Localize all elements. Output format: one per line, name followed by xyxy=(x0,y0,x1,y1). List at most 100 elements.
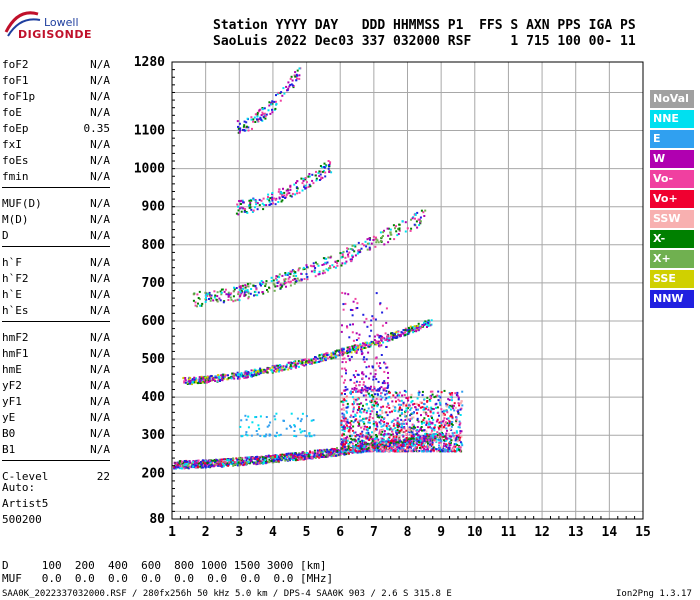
echo-point xyxy=(312,455,315,458)
echo-point xyxy=(360,426,363,429)
echo-point xyxy=(457,436,460,439)
echo-point xyxy=(438,444,440,447)
echo-point xyxy=(352,415,355,418)
echo-point xyxy=(353,451,356,454)
echo-point xyxy=(376,411,378,414)
echo-point xyxy=(250,375,253,378)
echo-point xyxy=(413,327,416,330)
echo-point xyxy=(369,342,371,345)
echo-point xyxy=(430,431,433,434)
echo-point xyxy=(346,326,349,329)
echo-point xyxy=(398,423,401,426)
echo-point xyxy=(372,394,375,397)
x-tick-label: 9 xyxy=(437,525,445,540)
echo-point xyxy=(294,360,297,363)
echo-point xyxy=(363,361,366,363)
echo-point xyxy=(362,381,365,384)
echo-point xyxy=(377,449,380,452)
echo-point xyxy=(353,387,356,389)
echo-point xyxy=(387,432,390,435)
echo-point xyxy=(345,260,348,263)
echo-point xyxy=(457,410,459,413)
echo-point xyxy=(429,410,432,413)
echo-point xyxy=(381,311,384,314)
echo-point xyxy=(380,392,382,395)
echo-point xyxy=(225,374,228,377)
echo-point xyxy=(361,443,364,445)
echo-point xyxy=(314,359,317,362)
echo-point xyxy=(288,457,291,460)
echo-point xyxy=(419,445,422,448)
echo-point xyxy=(357,445,360,447)
echo-point xyxy=(273,364,276,367)
echo-point xyxy=(301,359,304,362)
echo-point xyxy=(433,396,436,399)
echo-point xyxy=(274,368,277,370)
echo-point xyxy=(231,372,234,375)
echo-point xyxy=(352,425,355,428)
echo-point xyxy=(197,297,200,299)
echo-point xyxy=(261,283,264,285)
echo-point xyxy=(405,403,408,406)
echo-point xyxy=(301,182,304,185)
echo-point xyxy=(347,445,350,448)
echo-point xyxy=(302,455,305,457)
param-row: foF1 N/A xyxy=(2,74,110,88)
plot-frame xyxy=(171,61,644,520)
echo-point xyxy=(459,446,462,449)
echo-point xyxy=(411,327,413,330)
echo-point xyxy=(188,380,191,383)
echo-point xyxy=(429,446,431,449)
echo-point xyxy=(248,462,251,465)
echo-point xyxy=(439,450,442,453)
echo-point xyxy=(385,346,388,348)
echo-point xyxy=(189,377,192,380)
echo-point xyxy=(360,411,363,414)
echo-point xyxy=(421,390,424,393)
echo-point xyxy=(189,461,192,464)
param-label: h`F2 xyxy=(2,272,29,285)
echo-point xyxy=(427,319,430,322)
echo-point xyxy=(379,449,382,452)
echo-point xyxy=(256,115,259,118)
echo-point xyxy=(256,433,259,436)
echo-point xyxy=(193,463,196,466)
echo-point xyxy=(295,458,298,461)
echo-point xyxy=(449,393,452,396)
echo-point xyxy=(340,423,343,426)
echo-point xyxy=(402,435,405,438)
echo-point xyxy=(212,299,215,302)
echo-point xyxy=(458,420,461,423)
echo-point xyxy=(427,407,430,409)
echo-point xyxy=(381,420,384,423)
param-value: N/A xyxy=(90,256,110,269)
echo-point xyxy=(343,433,345,436)
echo-point xyxy=(351,396,354,399)
echo-point xyxy=(198,376,201,379)
echo-point xyxy=(342,250,345,253)
echo-point xyxy=(250,369,253,372)
echo-point xyxy=(383,449,386,451)
echo-point xyxy=(363,428,366,431)
echo-point xyxy=(341,452,344,455)
echo-point xyxy=(304,177,307,180)
echo-point xyxy=(305,456,308,459)
echo-point xyxy=(362,373,365,376)
echo-point xyxy=(354,254,357,257)
echo-point xyxy=(257,110,260,113)
echo-point xyxy=(423,323,426,326)
echo-point xyxy=(432,418,435,421)
echo-point xyxy=(380,432,383,435)
echo-point xyxy=(243,377,246,379)
echo-point xyxy=(376,447,379,449)
echo-point xyxy=(195,466,197,469)
echo-point xyxy=(214,376,217,379)
echo-point xyxy=(238,464,241,467)
echo-point xyxy=(206,293,209,296)
echo-point xyxy=(308,358,310,361)
echo-point xyxy=(342,381,345,384)
echo-point xyxy=(394,444,397,446)
echo-point xyxy=(289,84,292,86)
echo-point xyxy=(369,443,372,446)
echo-point xyxy=(374,402,377,405)
